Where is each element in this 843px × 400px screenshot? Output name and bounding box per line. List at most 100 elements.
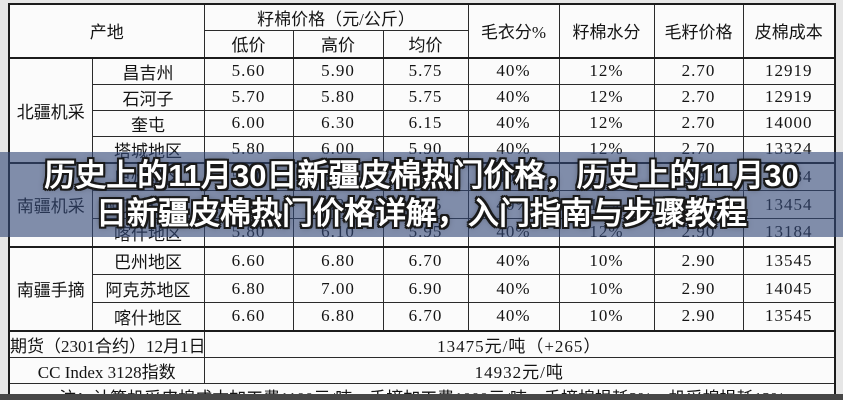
cost-cell: 13184 — [742, 218, 836, 247]
avg-cell: 6.15 — [382, 109, 469, 137]
avg-cell: 5.75 — [382, 56, 469, 85]
table-row: 奎屯 6.00 6.30 6.15 40% 12% 2.70 14000 — [9, 109, 836, 137]
avg-cell: 6.70 — [382, 245, 469, 275]
high-cell: 6.30 — [292, 190, 384, 219]
region-cell: 塔城地区 — [91, 135, 205, 163]
cost-cell: 13184 — [742, 161, 836, 191]
region-cell: 阿克苏地区 — [91, 274, 205, 303]
header-seed-moisture: 籽棉水分 — [558, 3, 655, 58]
high-cell: 6.80 — [292, 302, 384, 331]
low-cell: 6.60 — [203, 245, 294, 275]
low-cell: 6.00 — [203, 109, 294, 137]
header-lint-percent: 毛衣分% — [467, 3, 560, 58]
high-cell: 6.10 — [292, 161, 384, 191]
header-low-price: 低价 — [203, 30, 294, 59]
moisture-cell: 12% — [558, 83, 655, 111]
seed-price-cell: 2.70 — [653, 83, 744, 111]
avg-cell: 5.75 — [382, 83, 469, 111]
table-row: 喀什地区 6.60 6.80 6.70 40% 10% 2.90 13545 — [9, 302, 836, 331]
lint-cell: 40% — [467, 274, 560, 303]
lint-cell: 40% — [467, 56, 560, 85]
seed-price-cell: 2.70 — [653, 56, 744, 85]
lint-cell: 40% — [467, 218, 560, 247]
low-cell: 5.80 — [203, 161, 294, 191]
avg-cell: 6.05 — [382, 190, 469, 219]
high-cell: 6.10 — [292, 218, 384, 247]
lint-cell: 40% — [467, 302, 560, 331]
cost-cell: 13545 — [742, 245, 836, 275]
cc-index-value: 14932元/吨 — [203, 357, 836, 384]
seed-price-cell: 2.90 — [653, 302, 744, 331]
high-cell: 6.80 — [292, 245, 384, 275]
low-cell: 6.60 — [203, 302, 294, 331]
table-row: 石河子 5.70 5.80 5.75 40% 12% 2.70 12919 — [9, 83, 836, 111]
cost-cell: 12919 — [742, 56, 836, 85]
lint-cell: 40% — [467, 109, 560, 137]
region-cell: 奎屯 — [91, 109, 205, 137]
futures-value: 13475元/吨（+265） — [203, 329, 836, 358]
low-cell: 5.80 — [203, 135, 294, 163]
cost-cell: 13545 — [742, 302, 836, 331]
seed-price-cell: 2.90 — [653, 218, 744, 247]
moisture-cell: 10% — [558, 245, 655, 275]
seed-price-cell: 2.90 — [653, 190, 744, 219]
seed-price-cell: 2.70 — [653, 109, 744, 137]
lint-cell: 40% — [467, 161, 560, 191]
moisture-cell: 12% — [558, 161, 655, 191]
table-row: 阿克苏地区 6.80 7.00 6.90 40% 10% 2.90 14045 — [9, 274, 836, 303]
avg-cell: 5.90 — [382, 135, 469, 163]
low-cell: 5.60 — [203, 56, 294, 85]
table-row: 塔城地区 5.80 6.00 5.90 40% 12% 2.70 13324 — [9, 135, 836, 163]
high-cell: 6.30 — [292, 109, 384, 137]
price-table: 产地 籽棉价格（元/公斤） 毛衣分% 籽棉水分 毛籽价格 皮棉成本 低价 高价 … — [8, 3, 837, 400]
region-cell: 石河子 — [91, 83, 205, 111]
table-row: 南疆手摘 巴州地区 6.60 6.80 6.70 40% 10% 2.90 13… — [8, 245, 836, 331]
high-cell: 5.80 — [292, 83, 384, 111]
group-cell-north-machine: 北疆机采 — [8, 56, 93, 163]
moisture-cell: 10% — [558, 302, 655, 331]
high-cell: 5.90 — [292, 56, 384, 85]
cc-index-row: CC Index 3128指数 14932元/吨 — [8, 357, 836, 384]
seed-price-cell: 2.70 — [653, 135, 744, 163]
lint-cell: 40% — [467, 190, 560, 219]
cost-cell: 12919 — [742, 83, 836, 111]
moisture-cell: 12% — [558, 135, 655, 163]
header-row-2: 低价 高价 均价 — [9, 30, 835, 59]
table-row: 阿克苏地区 5.80 6.30 6.05 40% 12% 2.90 13454 — [9, 190, 836, 219]
group-cell-south-machine: 南疆机采 — [8, 161, 93, 247]
avg-cell: 5.95 — [382, 218, 469, 247]
futures-row: 期货（2301合约）12月1日 13475元/吨（+265） — [8, 329, 836, 358]
cost-cell: 13324 — [742, 135, 836, 163]
header-seed-price-group: 籽棉价格（元/公斤） — [203, 3, 469, 31]
lint-cell: 40% — [467, 135, 560, 163]
header-high-price: 高价 — [292, 30, 384, 59]
high-cell: 6.00 — [292, 135, 384, 163]
low-cell: 5.70 — [203, 83, 294, 111]
seed-price-cell: 2.90 — [653, 161, 744, 191]
region-cell: 阿克苏地区 — [91, 190, 205, 219]
cost-cell: 14045 — [742, 274, 836, 303]
region-cell: 喀什地区 — [91, 302, 205, 331]
moisture-cell: 12% — [558, 109, 655, 137]
table-row: 喀什地区 5.80 6.10 5.95 40% 12% 2.90 13184 — [9, 218, 836, 247]
low-cell: 6.80 — [203, 274, 294, 303]
high-cell: 7.00 — [292, 274, 384, 303]
group-cell-south-hand: 南疆手摘 — [8, 245, 93, 331]
futures-label: 期货（2301合约）12月1日 — [8, 329, 205, 358]
low-cell: 5.80 — [203, 190, 294, 219]
header-row-1: 产地 籽棉价格（元/公斤） 毛衣分% 籽棉水分 毛籽价格 皮棉成本 — [8, 3, 836, 58]
region-cell: 喀什地区 — [91, 218, 205, 247]
cost-cell: 13454 — [742, 190, 836, 219]
seed-price-cell: 2.90 — [653, 245, 744, 275]
low-cell: 5.80 — [203, 218, 294, 247]
table-row: 北疆机采 昌吉州 5.60 5.90 5.75 40% 12% 2.70 129… — [8, 56, 836, 163]
moisture-cell: 12% — [558, 218, 655, 247]
region-cell: 巴州地区 — [91, 245, 205, 275]
avg-cell: 5.95 — [382, 161, 469, 191]
avg-cell: 6.90 — [382, 274, 469, 303]
cost-cell: 14000 — [742, 109, 836, 137]
header-seed-price: 毛籽价格 — [653, 3, 744, 58]
cc-index-label: CC Index 3128指数 — [8, 357, 205, 384]
avg-cell: 6.70 — [382, 302, 469, 331]
